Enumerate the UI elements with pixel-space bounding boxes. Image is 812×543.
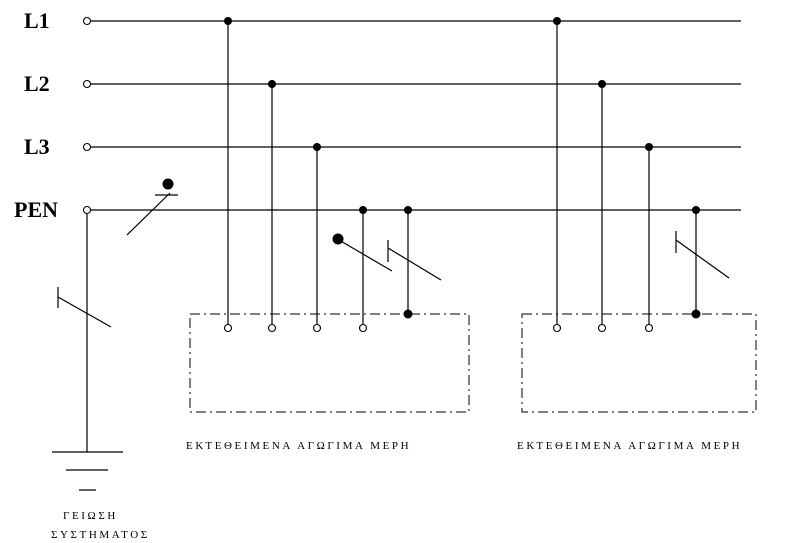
junction-l1-right	[553, 17, 561, 25]
equipment-left-enclosure	[189, 313, 470, 413]
junction-pen-right	[692, 206, 700, 214]
equipment-left-terminal-l3	[312, 323, 322, 333]
junction-pe-left	[404, 206, 412, 214]
pen-source-marker	[126, 178, 178, 236]
bus-label-l3: L3	[24, 134, 50, 159]
equipment-right-terminal-l2	[597, 323, 607, 333]
equipment-right-terminal-l3	[644, 323, 654, 333]
equipment-left-terminal-n	[358, 323, 368, 333]
equipment-right-terminal-l1	[552, 323, 562, 333]
equipment-left-terminal-l1	[223, 323, 233, 333]
pe-marker-line-left	[387, 247, 442, 281]
junction-n-left	[359, 206, 367, 214]
equipment-left	[189, 17, 470, 413]
equipment-right-enclosure	[521, 313, 757, 413]
junction-l1-left	[224, 17, 232, 25]
pen-source-marker-line	[126, 192, 171, 236]
equipment-left-terminal-pe	[403, 309, 413, 319]
bus-label-l2: L2	[24, 71, 50, 96]
caption-system-earthing-line2: ΣΥΣΤΗΜΑΤΟΣ	[51, 529, 150, 541]
bus-label-pen: PEN	[14, 197, 58, 222]
neutral-marker-line-left	[338, 239, 393, 272]
terminal-pen	[82, 205, 92, 215]
pen-source-marker-dot	[162, 178, 174, 190]
equipment-right	[521, 17, 757, 413]
neutral-marker-dot-left	[332, 233, 344, 245]
caption-exposed-parts-right: ΕΚΤΕΘΕΙΜΕΝΑ ΑΓΩΓΙΜΑ ΜΕΡΗ	[517, 440, 742, 452]
bus-label-l1: L1	[24, 8, 50, 33]
junction-l2-left	[268, 80, 276, 88]
system-earthing	[52, 214, 123, 491]
junction-l3-right	[645, 143, 653, 151]
terminal-l2	[82, 79, 92, 89]
earth-conductor-marker	[57, 296, 112, 328]
equipment-right-terminal-pe	[691, 309, 701, 319]
pe-marker-line-right	[675, 239, 730, 279]
caption-system-earthing-line1: ΓΕΙΩΣΗ	[63, 510, 118, 522]
terminal-l3	[82, 142, 92, 152]
junction-l2-right	[598, 80, 606, 88]
equipment-left-terminal-l2	[267, 323, 277, 333]
terminal-l1	[82, 16, 92, 26]
junction-l3-left	[313, 143, 321, 151]
caption-exposed-parts-left: ΕΚΤΕΘΕΙΜΕΝΑ ΑΓΩΓΙΜΑ ΜΕΡΗ	[186, 440, 411, 452]
